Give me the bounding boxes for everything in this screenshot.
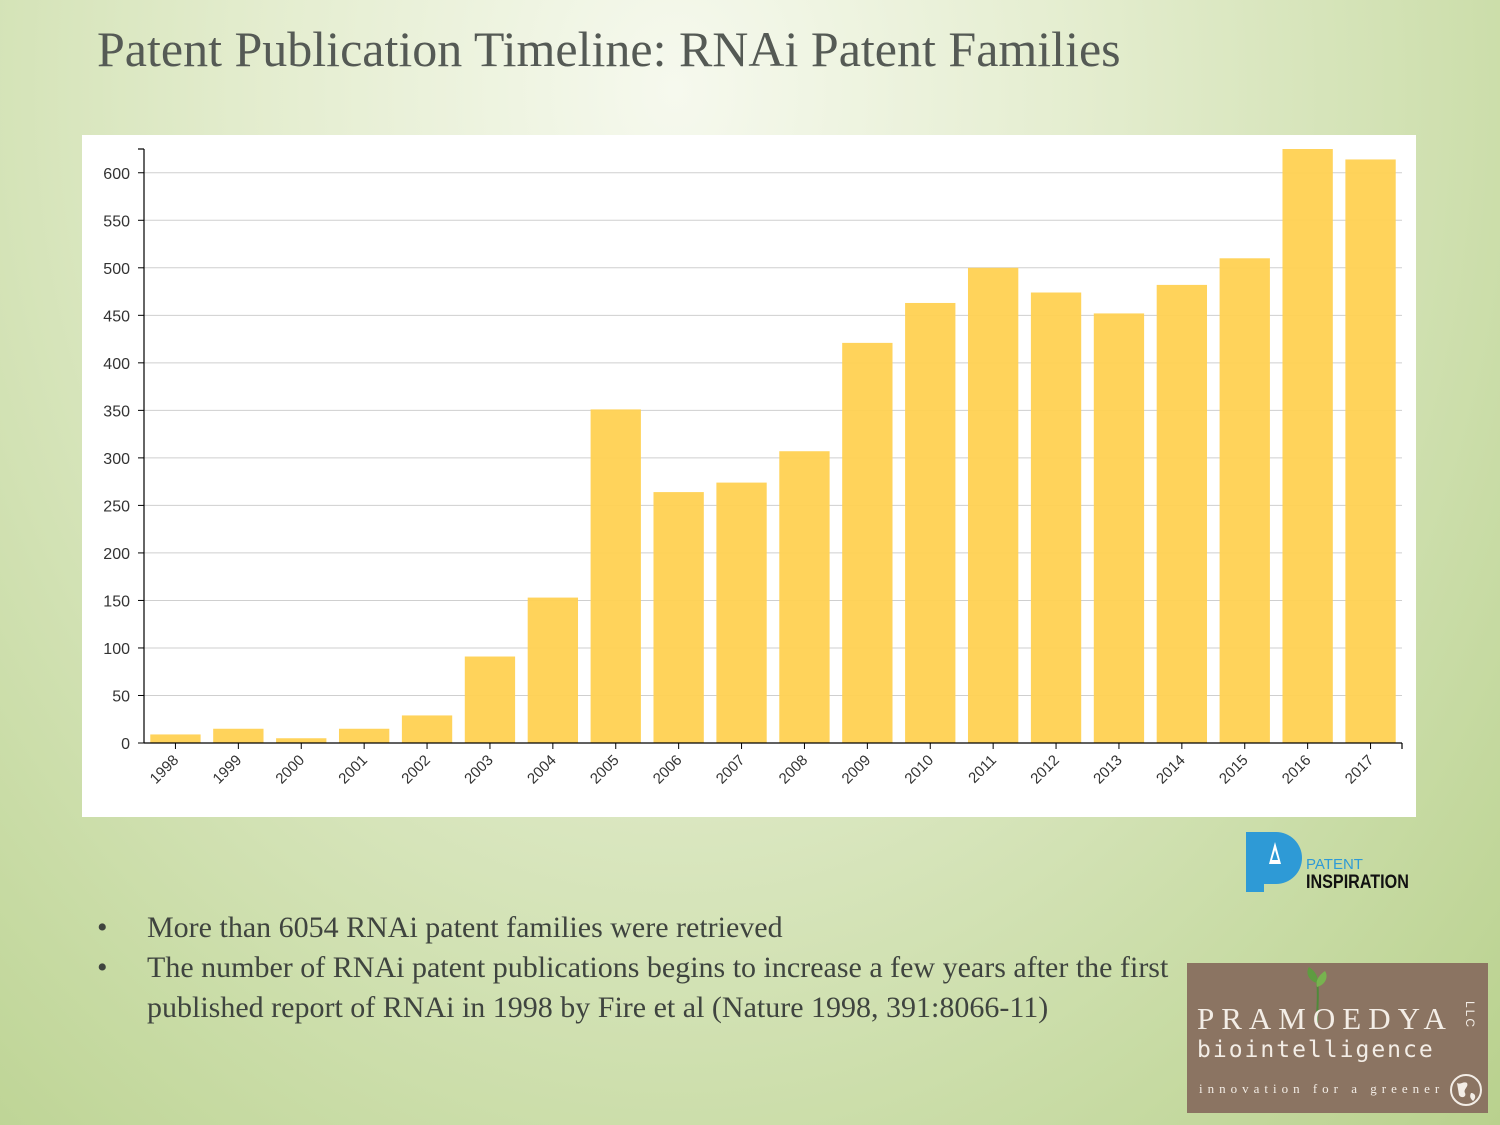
- grid-layer: [144, 172, 1402, 696]
- bar-2004: [527, 597, 579, 743]
- x-tick-label: 2003: [461, 752, 497, 788]
- patent-inspiration-line1: PATENT: [1306, 856, 1363, 873]
- y-tick-label: 450: [103, 308, 130, 325]
- y-tick-label: 150: [103, 593, 130, 610]
- bar-2016: [1282, 149, 1333, 743]
- chart-panel: 0 50 100 150 200 250 300 350 400 450 500 550 600 1998…: [82, 135, 1416, 817]
- x-tick-label: 1998: [147, 752, 183, 788]
- patent-inspiration-line2: INSPIRATION: [1306, 872, 1409, 893]
- bar-2006: [653, 492, 704, 743]
- x-tick-label: 1999: [210, 752, 246, 788]
- bar-2014: [1156, 284, 1208, 743]
- x-tick-label: 2005: [587, 752, 623, 788]
- x-tick-label: 2001: [335, 752, 371, 788]
- bar-2013: [1093, 313, 1145, 743]
- bar-2005: [590, 409, 641, 743]
- x-tick-label: 2006: [650, 752, 686, 788]
- bar-2008: [779, 451, 830, 743]
- pramoedya-llc: LLC: [1463, 1001, 1477, 1030]
- pramoedya-tagline: innovation for a greener: [1199, 1081, 1445, 1096]
- y-tick-label: 100: [103, 641, 130, 658]
- bullet-dot: •: [97, 951, 108, 984]
- x-tick-label: 2000: [272, 752, 308, 788]
- bar-2017: [1345, 159, 1396, 743]
- x-tick-label: 2013: [1090, 752, 1126, 788]
- bar-2010: [905, 302, 956, 743]
- pramoedya-subtitle: biointelligence: [1197, 1037, 1435, 1063]
- x-tick-label: 2010: [901, 752, 937, 788]
- pramoedya-name: PRAMOEDYA: [1197, 1001, 1453, 1036]
- globe-icon: [1450, 1074, 1482, 1106]
- bullet-list: • More than 6054 RNAi patent families we…: [97, 908, 1187, 1028]
- x-tick-label: 2002: [398, 752, 434, 788]
- x-tick-label: 2007: [713, 752, 749, 788]
- pramoedya-logo: PRAMOEDYA biointelligence innovation for…: [1187, 963, 1488, 1113]
- bar-2003: [464, 656, 516, 743]
- y-tick-label: 400: [103, 356, 130, 373]
- bullet-item: • More than 6054 RNAi patent families we…: [97, 908, 1187, 948]
- x-tick-label: 2008: [776, 752, 812, 788]
- sprout-icon: [1307, 967, 1327, 1023]
- y-tick-label: 250: [103, 498, 130, 515]
- bar-2000: [276, 738, 327, 743]
- x-tick-label: 2016: [1279, 752, 1315, 788]
- bar-2009: [842, 342, 893, 743]
- bullet-text: The number of RNAi patent publications b…: [147, 951, 1169, 1024]
- bar-1998: [150, 734, 201, 743]
- y-tick-label: 350: [103, 403, 130, 420]
- bar-2002: [401, 715, 453, 743]
- slide-title: Patent Publication Timeline: RNAi Patent…: [97, 21, 1121, 77]
- bar-2011: [967, 267, 1019, 743]
- x-tick-label: 2012: [1027, 752, 1063, 788]
- bar-1999: [213, 728, 264, 743]
- y-tick-label: 600: [103, 166, 130, 183]
- axis-layer: [138, 148, 1403, 749]
- bar-2001: [338, 728, 390, 743]
- patent-inspiration-mark-icon: [1246, 832, 1302, 892]
- bar-2007: [716, 482, 767, 743]
- x-tick-label: 2015: [1216, 752, 1252, 788]
- bullet-item: • The number of RNAi patent publications…: [97, 948, 1187, 1028]
- bullet-dot: •: [97, 911, 108, 944]
- y-tick-label: 200: [103, 546, 130, 563]
- bar-layer: [150, 149, 1396, 743]
- bar-2015: [1219, 258, 1270, 743]
- x-tick-label: 2017: [1342, 752, 1378, 788]
- y-tick-label: 50: [112, 688, 130, 705]
- bullet-text: More than 6054 RNAi patent families were…: [147, 911, 783, 944]
- x-tick-label: 2009: [839, 752, 875, 788]
- y-tick-label: 550: [103, 213, 130, 230]
- y-tick-label: 0: [121, 736, 130, 753]
- bar-chart: 0 50 100 150 200 250 300 350 400 450 500 550 600 1998…: [103, 148, 1403, 788]
- x-tick-label: 2014: [1153, 752, 1189, 788]
- y-tick-label: 300: [103, 451, 130, 468]
- x-tick-label: 2011: [965, 752, 1000, 787]
- x-tick-label: 2004: [524, 752, 560, 788]
- patent-inspiration-logo: PATENT INSPIRATION: [1244, 828, 1424, 894]
- y-tick-label: 500: [103, 261, 130, 278]
- bar-2012: [1030, 292, 1082, 743]
